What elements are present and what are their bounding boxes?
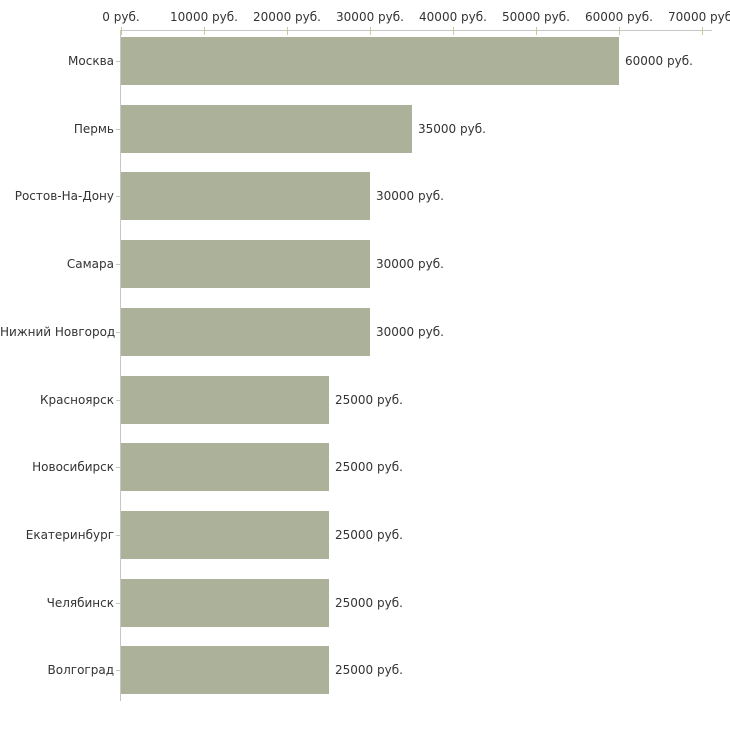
- bar-Нижний Новгород: [121, 307, 370, 356]
- x-axis-tick: [701, 27, 703, 35]
- bar-Пермь: [121, 104, 412, 153]
- category-label: Пермь: [73, 121, 114, 136]
- category-tick: [116, 399, 121, 401]
- value-label: 35000 руб.: [418, 121, 486, 136]
- category-label: Новосибирск: [32, 460, 114, 475]
- x-axis-tick: [203, 27, 205, 35]
- category-label: Ростов-На-Дону: [14, 189, 114, 204]
- value-label: 25000 руб.: [335, 527, 403, 542]
- x-axis-tick: [535, 27, 537, 35]
- category-label: Красноярск: [40, 392, 114, 407]
- x-axis-tick: [286, 27, 288, 35]
- value-label: 60000 руб.: [625, 54, 693, 68]
- category-tick: [116, 602, 121, 604]
- category-tick: [116, 196, 121, 198]
- x-axis-tick-label: 40000 руб.: [419, 10, 487, 24]
- x-axis-tick-label: 20000 руб.: [253, 10, 321, 24]
- category-label: Москва: [68, 54, 114, 68]
- bar-Ростов-На-Дону: [121, 172, 370, 221]
- category-tick: [116, 61, 121, 62]
- x-axis-line: [121, 30, 712, 31]
- x-axis-tick-label: 30000 руб.: [336, 10, 404, 24]
- category-label: Волгоград: [47, 663, 114, 678]
- x-axis-tick: [369, 27, 371, 35]
- x-axis-tick-label: 50000 руб.: [502, 10, 570, 24]
- bar-Екатеринбург: [121, 510, 329, 559]
- category-label: Челябинск: [46, 595, 114, 610]
- category-tick: [116, 670, 121, 672]
- x-axis-tick-label: 0 руб.: [102, 10, 140, 24]
- x-axis-tick-label: 70000 руб.: [668, 10, 730, 24]
- value-label: 30000 руб.: [376, 189, 444, 204]
- bar-Челябинск: [121, 578, 329, 627]
- category-tick: [116, 128, 121, 130]
- category-tick: [116, 264, 121, 266]
- category-tick: [116, 534, 121, 536]
- value-label: 25000 руб.: [335, 460, 403, 475]
- bar-Новосибирск: [121, 443, 329, 492]
- value-label: 25000 руб.: [335, 392, 403, 407]
- value-label: 30000 руб.: [376, 257, 444, 272]
- bar-Волгоград: [121, 646, 329, 695]
- category-label: Екатеринбург: [25, 527, 114, 542]
- category-tick: [116, 467, 121, 469]
- x-axis-tick-label: 10000 руб.: [170, 10, 238, 24]
- x-axis-tick: [618, 27, 620, 35]
- x-axis-tick-label: 60000 руб.: [585, 10, 653, 24]
- value-label: 25000 руб.: [335, 595, 403, 610]
- category-label: Самара: [66, 257, 114, 272]
- category-label: Нижний Новгород: [0, 324, 116, 339]
- bar-Москва: [121, 37, 619, 85]
- value-label: 30000 руб.: [376, 324, 444, 339]
- x-axis-tick: [452, 27, 454, 35]
- value-label: 25000 руб.: [335, 663, 403, 678]
- bar-Красноярск: [121, 375, 329, 424]
- category-tick: [116, 331, 121, 333]
- bar-Самара: [121, 240, 370, 289]
- x-axis-tick: [120, 27, 122, 35]
- y-axis-line: [120, 30, 121, 701]
